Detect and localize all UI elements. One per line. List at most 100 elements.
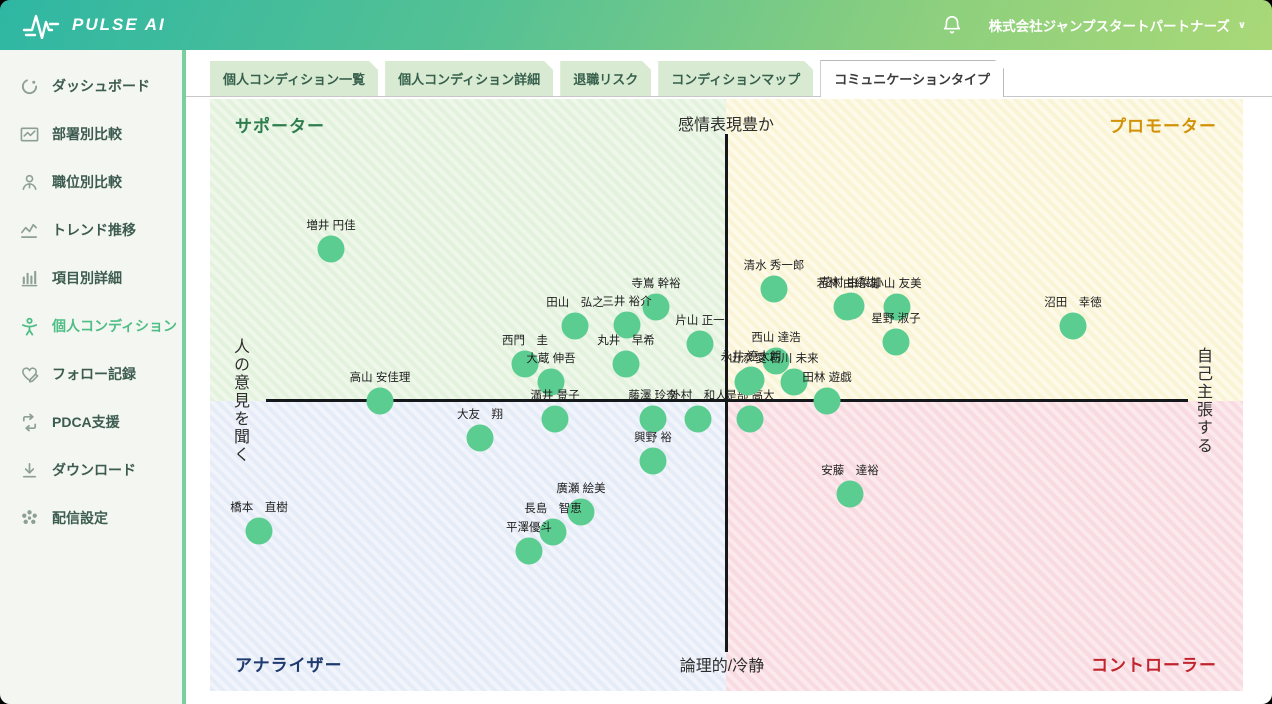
trend-icon — [20, 221, 39, 240]
scatter-dot[interactable] — [780, 368, 808, 396]
scatter-label: 星野 淑子 — [871, 313, 921, 325]
scatter-label: 山添 愛 — [729, 353, 767, 365]
scatter-label: 平澤優斗 — [506, 522, 552, 534]
scatter-label: 沼田 幸徳 — [1044, 297, 1102, 309]
scatter-dot[interactable] — [837, 292, 865, 320]
tab-bar: 個人コンディション一覧 個人コンディション詳細 退職リスク コンディションマップ… — [186, 50, 1272, 97]
scatter-dot[interactable] — [613, 311, 641, 339]
scatter-dot[interactable] — [317, 235, 345, 263]
sidebar-item-label: 配信設定 — [52, 510, 108, 526]
axis-label-bottom: 論理的/冷静 — [679, 658, 765, 675]
sidebar-item-label: 部署別比較 — [52, 126, 122, 142]
scatter-dot[interactable] — [684, 405, 712, 433]
scatter-label: 満井 景子 — [530, 390, 580, 402]
quadrant-controller — [726, 401, 1243, 691]
logo-text: PULSE AI — [72, 15, 166, 34]
tab-condition-map[interactable]: コンディションマップ — [658, 61, 813, 96]
scatter-label: 三井 裕介 — [602, 296, 652, 308]
scatter-dot[interactable] — [539, 518, 567, 546]
company-menu[interactable]: 株式会社ジャンプスタートパートナーズ ∨ — [989, 15, 1246, 35]
sidebar-item-pdca[interactable]: PDCA支援 — [0, 398, 182, 446]
pdca-icon — [20, 413, 39, 432]
dashboard-icon — [20, 77, 39, 96]
scatter-dot[interactable] — [515, 537, 543, 565]
scatter-dot[interactable] — [1059, 312, 1087, 340]
scatter-label: 是部 高大 — [725, 390, 775, 402]
quadrant-analyzer — [210, 401, 726, 691]
sidebar-item-department-compare[interactable]: 部署別比較 — [0, 110, 182, 158]
notification-bell-icon[interactable] — [941, 14, 963, 36]
vertical-axis-line — [725, 134, 728, 652]
quadrant-label-supporter: サポーター — [235, 117, 325, 136]
scatter-dot[interactable] — [760, 275, 788, 303]
scatter-dot[interactable] — [561, 312, 589, 340]
scatter-label: 西門 圭 — [502, 335, 548, 347]
sidebar-item-dashboard[interactable]: ダッシュボード — [0, 62, 182, 110]
scatter-label: 西山 達浩 — [751, 332, 801, 344]
sidebar-item-label: トレンド推移 — [52, 222, 136, 238]
scatter-label: 増井 円佳 — [306, 220, 356, 232]
scatter-dot[interactable] — [736, 405, 764, 433]
sidebar-item-label: PDCA支援 — [52, 414, 120, 430]
follow-record-icon — [20, 365, 39, 384]
scatter-label: 若林 由紀雄 — [816, 278, 878, 290]
department-compare-icon — [20, 125, 39, 144]
position-compare-icon — [20, 173, 39, 192]
scatter-dot[interactable] — [883, 293, 911, 321]
scatter-label: 長島 智恵 — [524, 503, 582, 515]
scatter-label: 大蔵 伸吾 — [526, 353, 576, 365]
scatter-label: 橋本 直樹 — [230, 502, 288, 514]
sidebar-item-label: ダッシュボード — [52, 78, 150, 94]
scatter-dot[interactable] — [511, 350, 539, 378]
tab-turnover-risk[interactable]: 退職リスク — [560, 61, 651, 96]
download-icon — [20, 461, 39, 480]
scatter-dot[interactable] — [813, 387, 841, 415]
company-name: 株式会社ジャンプスタートパートナーズ — [988, 19, 1230, 34]
scatter-dot[interactable] — [466, 424, 494, 452]
scatter-label: 田林 遊戯 — [802, 372, 852, 384]
sidebar-item-label: 職位別比較 — [52, 174, 122, 190]
tab-personal-condition-detail[interactable]: 個人コンディション詳細 — [385, 61, 553, 96]
quadrant-supporter — [210, 99, 726, 401]
scatter-dot[interactable] — [642, 293, 670, 321]
app-header: PULSE AI 株式会社ジャンプスタートパートナーズ ∨ — [0, 0, 1272, 50]
main-content: 個人コンディション一覧 個人コンディション詳細 退職リスク コンディションマップ… — [186, 50, 1272, 704]
scatter-label: 片山 正一 — [675, 315, 725, 327]
axis-label-top: 感情表現豊か — [677, 117, 775, 134]
scatter-label: 石川 未来 — [769, 353, 819, 365]
sidebar-item-personal-condition[interactable]: 個人コンディション — [0, 302, 182, 350]
scatter-dot[interactable] — [639, 405, 667, 433]
scatter-dot[interactable] — [366, 387, 394, 415]
sidebar-item-position-compare[interactable]: 職位別比較 — [0, 158, 182, 206]
sidebar-item-item-detail[interactable]: 項目別詳細 — [0, 254, 182, 302]
tab-personal-condition-list[interactable]: 個人コンディション一覧 — [210, 61, 378, 96]
scatter-dot[interactable] — [537, 368, 565, 396]
quadrant-label-controller: コントローラー — [1091, 656, 1217, 675]
scatter-label: 外村 和人 — [669, 390, 727, 402]
axis-label-right: 自己主張する — [1194, 347, 1211, 455]
scatter-label: 小山 友美 — [872, 278, 922, 290]
scatter-dot[interactable] — [686, 330, 714, 358]
quadrant-label-promoter: プロモーター — [1109, 117, 1217, 136]
scatter-label: 寺嶌 幹裕 — [631, 278, 681, 290]
sidebar-item-delivery-settings[interactable]: 配信設定 — [0, 494, 182, 542]
personal-condition-icon — [20, 317, 39, 336]
communication-type-quadrant-chart: サポーター プロモーター アナライザー コントローラー 感情表現豊か 論理的/冷… — [210, 99, 1243, 691]
sidebar-item-trend[interactable]: トレンド推移 — [0, 206, 182, 254]
scatter-dot[interactable] — [737, 366, 765, 394]
item-detail-icon — [20, 269, 39, 288]
scatter-label: 高山 安佳理 — [349, 372, 411, 384]
scatter-dot[interactable] — [245, 517, 273, 545]
sidebar-item-follow-record[interactable]: フォロー記録 — [0, 350, 182, 398]
scatter-dot[interactable] — [762, 347, 790, 375]
scatter-dot[interactable] — [612, 350, 640, 378]
scatter-dot[interactable] — [567, 498, 595, 526]
sidebar-item-label: フォロー記録 — [52, 366, 136, 382]
tab-communication-type[interactable]: コミュニケーションタイプ — [820, 60, 1004, 97]
scatter-dot[interactable] — [639, 447, 667, 475]
sidebar-item-download[interactable]: ダウンロード — [0, 446, 182, 494]
scatter-dot[interactable] — [882, 328, 910, 356]
scatter-label: 廣瀬 絵美 — [556, 483, 606, 495]
scatter-dot[interactable] — [541, 405, 569, 433]
scatter-dot[interactable] — [836, 480, 864, 508]
